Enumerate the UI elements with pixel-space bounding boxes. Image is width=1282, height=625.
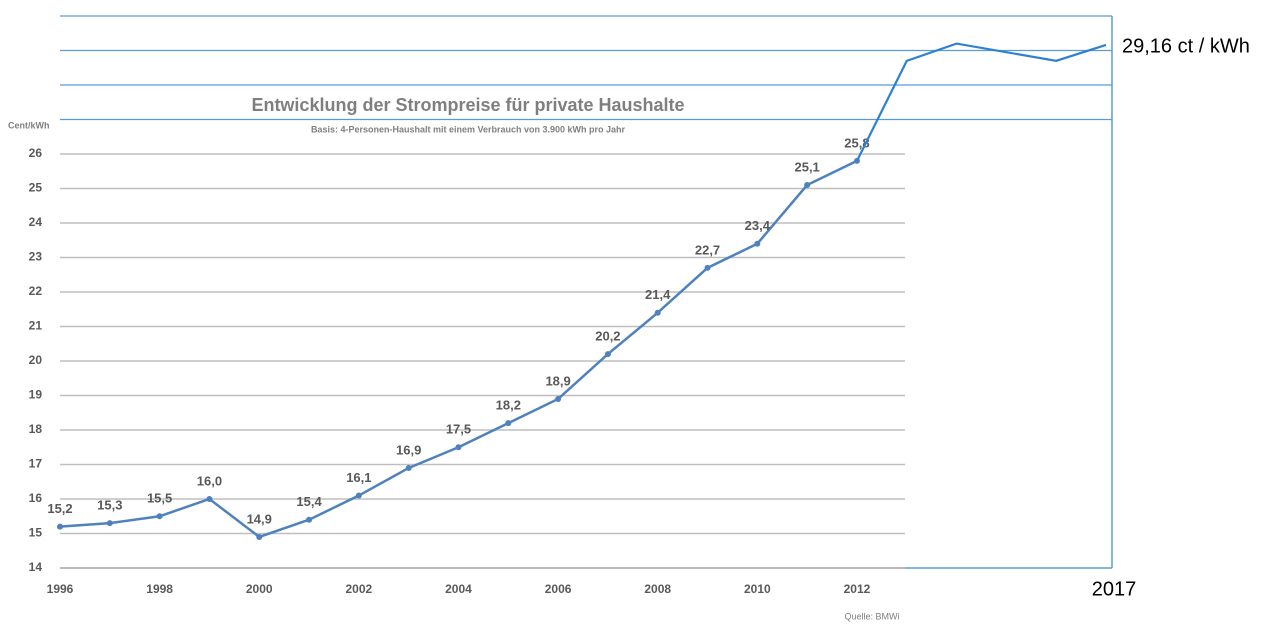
x-tick-label: 2000 (246, 582, 273, 596)
data-label: 15,3 (97, 498, 122, 513)
data-label: 18,9 (545, 373, 570, 388)
data-label: 15,4 (296, 494, 322, 509)
end-label: 29,16 ct / kWh (1122, 35, 1250, 57)
source: Quelle: BMWi (844, 611, 899, 621)
data-point (206, 496, 213, 502)
data-point (754, 240, 761, 247)
data-label: 20,2 (595, 329, 620, 344)
data-label: 18,2 (496, 398, 521, 413)
x-tick-label: 1996 (47, 582, 74, 596)
y-tick-label: 23 (29, 250, 43, 264)
y-tick-label: 18 (29, 422, 43, 436)
data-label: 16,0 (197, 473, 222, 488)
y-tick-label: 20 (29, 353, 43, 367)
x-tick-label: 2004 (445, 582, 472, 596)
data-point (654, 309, 661, 316)
x-tick-label: 2008 (644, 582, 671, 596)
data-point (555, 395, 562, 402)
data-point (57, 523, 63, 530)
data-label: 23,4 (745, 218, 771, 233)
x-tick-label: 2012 (844, 582, 871, 596)
x-tick-label: 2006 (545, 582, 572, 596)
chart-title: Entwicklung der Strompreise für private … (251, 95, 684, 115)
y-axis-label: Cent/kWh (8, 120, 50, 130)
y-tick-label: 21 (29, 319, 43, 333)
data-point (306, 516, 313, 523)
data-label: 15,2 (47, 501, 72, 516)
y-tick-label: 24 (29, 215, 43, 229)
y-tick-label: 17 (29, 457, 43, 471)
data-label: 22,7 (695, 242, 720, 257)
y-tick-label: 22 (29, 284, 43, 298)
data-point (505, 420, 512, 427)
data-point (355, 492, 362, 499)
chart-subtitle: Basis: 4-Personen-Haushalt mit einem Ver… (311, 124, 626, 134)
x-tick-label: 2010 (744, 582, 771, 596)
data-point (256, 533, 263, 540)
y-tick-label: 14 (29, 560, 43, 574)
y-tick-label: 26 (29, 146, 43, 160)
data-label: 17,5 (446, 422, 471, 437)
data-point (106, 520, 113, 527)
data-label: 14,9 (247, 511, 272, 526)
x-tick-label: 2002 (346, 582, 373, 596)
data-label: 25,1 (794, 159, 819, 174)
data-label: 16,9 (396, 442, 421, 457)
data-label: 21,4 (645, 287, 671, 302)
data-point (455, 444, 462, 451)
data-point (604, 351, 611, 358)
extension-line (855, 42, 1107, 162)
data-point (804, 182, 811, 189)
y-tick-label: 19 (29, 388, 43, 402)
y-tick-label: 16 (29, 491, 43, 505)
data-point (156, 513, 163, 520)
data-point (704, 264, 711, 271)
y-tick-label: 25 (29, 181, 43, 195)
data-point (405, 464, 412, 471)
data-label: 16,1 (346, 470, 371, 485)
x-tick-label: 1998 (146, 582, 173, 596)
y-tick-label: 15 (29, 526, 43, 540)
price-line (59, 159, 858, 539)
x-tick-label: 2017 (1092, 578, 1137, 600)
data-label: 15,5 (147, 491, 172, 506)
